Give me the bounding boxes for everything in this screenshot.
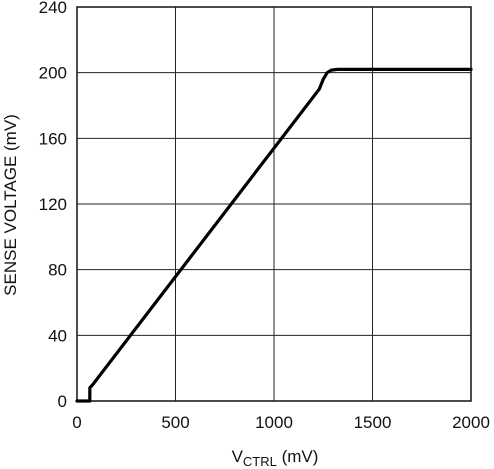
x-axis-label-main: V	[232, 447, 244, 466]
x-tick-label: 500	[161, 413, 189, 432]
x-tick-label: 2000	[452, 413, 490, 432]
y-tick-label: 80	[48, 261, 67, 280]
x-tick-label: 1500	[354, 413, 392, 432]
x-tick-label: 1000	[255, 413, 293, 432]
y-tick-labels: 0 40 80 120 160 200 240	[39, 0, 67, 411]
y-tick-label: 240	[39, 0, 67, 17]
x-tick-label: 0	[72, 413, 81, 432]
grid	[76, 6, 472, 402]
y-tick-label: 40	[48, 326, 67, 345]
y-axis-label: SENSE VOLTAGE (mV)	[1, 114, 20, 296]
y-tick-label: 200	[39, 64, 67, 83]
x-axis-label: VCTRL (mV)	[232, 447, 319, 469]
plot-frame	[76, 6, 472, 402]
x-tick-labels: 0 500 1000 1500 2000	[72, 413, 490, 432]
sense-voltage-line	[75, 67, 473, 403]
x-axis-label-sub: CTRL	[243, 454, 277, 469]
y-tick-label: 160	[39, 129, 67, 148]
series-layer	[75, 67, 473, 403]
y-tick-label: 120	[39, 195, 67, 214]
y-tick-label: 0	[58, 392, 67, 411]
x-axis-label-unit: (mV)	[277, 447, 319, 466]
